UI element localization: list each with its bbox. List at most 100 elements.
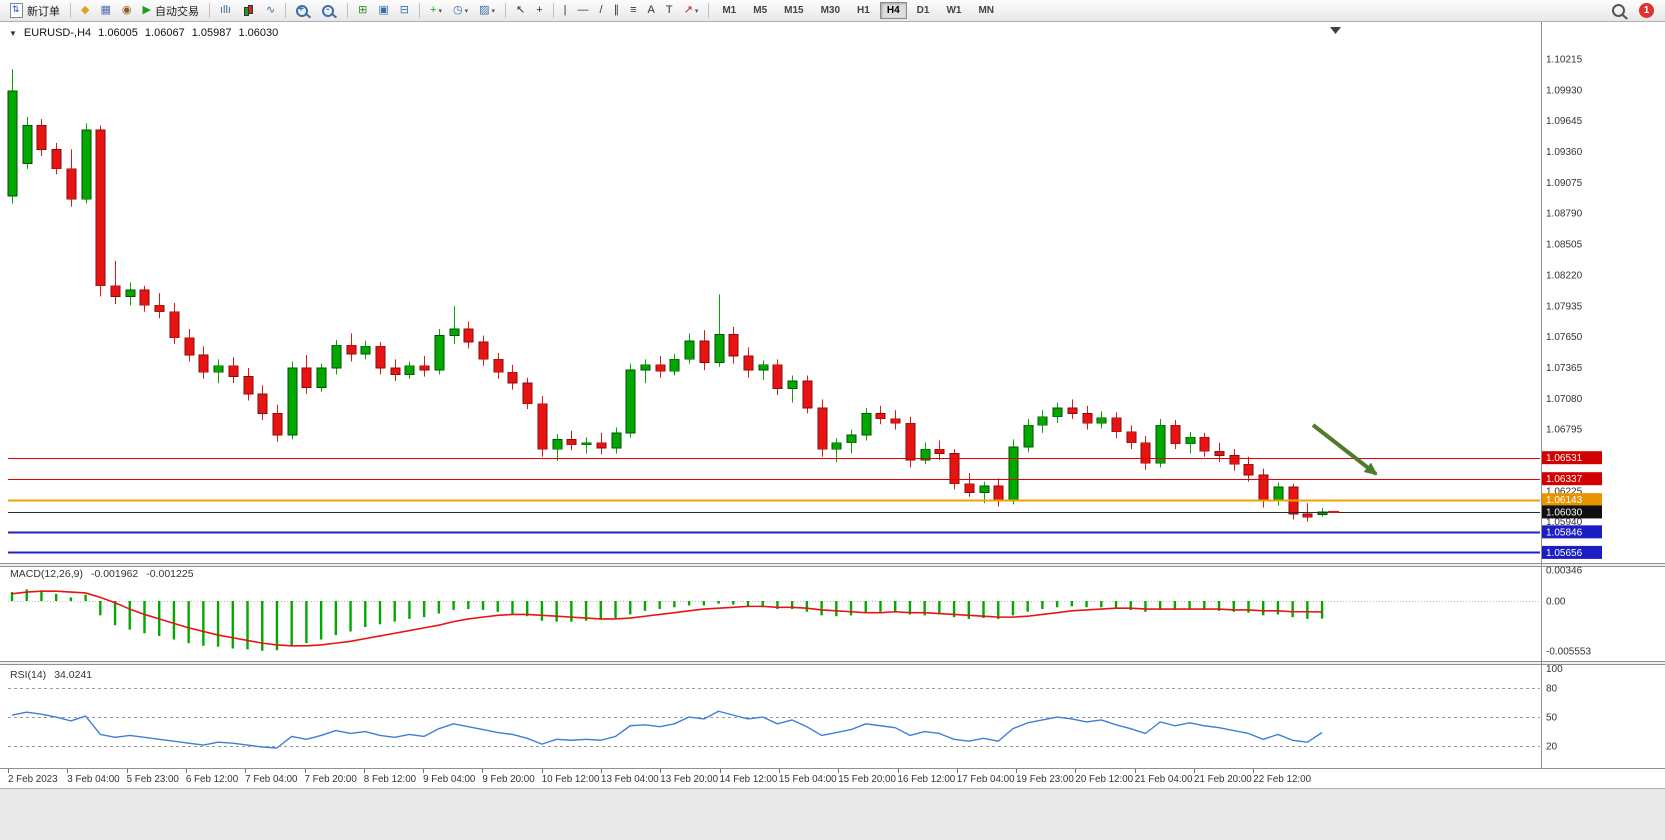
timeframe-d1-button[interactable]: D1 <box>916 5 930 16</box>
candle-body <box>1052 407 1063 418</box>
macd-bar <box>1262 601 1265 616</box>
panel-separator[interactable] <box>0 563 1665 567</box>
ohlc-open: 1.06005 <box>98 27 138 39</box>
zoom-in-button[interactable] <box>291 1 316 21</box>
toolbar-separator <box>419 3 421 18</box>
macd-bar <box>511 601 514 614</box>
new-order-button[interactable]: 新订单 <box>5 1 65 21</box>
macd-bar <box>1100 601 1103 608</box>
label-button[interactable]: T <box>661 1 678 21</box>
candle-body <box>1111 417 1122 433</box>
macd-bar <box>305 601 308 644</box>
indicators-button[interactable]: + ▾ <box>425 1 447 21</box>
macd-bar <box>202 601 205 646</box>
toolbar-separator <box>208 3 210 18</box>
macd-bar <box>290 601 293 646</box>
market-watch-icon: ▦ <box>100 4 111 16</box>
line-chart-button[interactable]: ∿ <box>261 1 280 21</box>
zoom-out-button[interactable] <box>317 1 342 21</box>
macd-bar <box>570 601 573 622</box>
timeframe-mn-button[interactable]: MN <box>978 5 994 16</box>
cursor-button[interactable]: ↖ <box>511 1 530 21</box>
time-axis-label: 22 Feb 12:00 <box>1253 774 1311 785</box>
candle-body <box>81 129 92 200</box>
macd-bar <box>1041 601 1044 610</box>
timeframe-h1-button[interactable]: H1 <box>857 5 870 16</box>
templates-button[interactable]: ▨ ▾ <box>474 1 500 21</box>
macd-axis-label: 0.00346 <box>1546 565 1583 576</box>
macd-bar <box>40 590 43 601</box>
candle-body <box>1243 463 1254 476</box>
auto-scroll-marker[interactable] <box>1330 27 1341 34</box>
candle-body <box>684 340 695 360</box>
time-axis-label: 14 Feb 12:00 <box>720 774 778 785</box>
chart-title: EURUSD-,H4 <box>23 27 92 39</box>
arrange-windows-button[interactable]: ⊟ <box>395 1 414 21</box>
candle-body <box>1023 424 1034 448</box>
support-line-orange-price-label: 1.06143 <box>1546 495 1583 506</box>
macd-bar <box>113 601 117 626</box>
candle-body <box>831 442 842 450</box>
bar-chart-button[interactable]: ıllı <box>215 1 236 21</box>
price-axis-label: 1.08790 <box>1546 209 1583 220</box>
time-axis-label: 13 Feb 04:00 <box>601 774 659 785</box>
rsi-label: RSI(14) 34.0241 <box>10 669 92 681</box>
arrows-button[interactable]: ↗ ▾ <box>679 1 704 21</box>
cascade-windows-icon: ▣ <box>378 4 389 16</box>
macd-bar <box>452 601 455 610</box>
candle-body <box>301 367 312 388</box>
candle-chart-button[interactable] <box>237 1 260 21</box>
options-button[interactable]: ◉ <box>117 1 137 21</box>
timeframe-m30-button[interactable]: M30 <box>820 5 841 16</box>
rsi-axis-label: 100 <box>1546 664 1563 675</box>
tile-windows-button[interactable]: ⊞ <box>353 1 372 21</box>
macd-bar <box>908 601 912 615</box>
panel-separator[interactable] <box>0 661 1665 665</box>
candle-body <box>1037 416 1048 426</box>
candle-body <box>66 168 77 200</box>
candle-body <box>95 129 106 287</box>
search-button[interactable] <box>1607 1 1630 21</box>
candle-body <box>846 434 857 444</box>
macd-bar <box>835 601 838 617</box>
annotation-arrow[interactable] <box>1311 423 1378 476</box>
macd-bar <box>25 589 28 601</box>
options-icon: ◉ <box>121 4 132 16</box>
trendline-button[interactable]: / <box>595 1 608 21</box>
periods-button[interactable]: ◷ ▾ <box>448 1 473 21</box>
macd-bar <box>172 601 176 640</box>
metaeditor-button[interactable]: ◆ <box>76 1 94 21</box>
horizontal-line-button[interactable]: — <box>573 1 594 21</box>
macd-bar <box>1144 601 1147 612</box>
timeframe-m15-button[interactable]: M15 <box>784 5 804 16</box>
chart-canvas[interactable]: 1.10215 1.09930 1.09645 1.09360 1.09075 1.087… <box>0 22 1665 840</box>
market-watch-button[interactable]: ▦ <box>95 1 115 21</box>
cursor-icon: ↖ <box>516 4 526 16</box>
channel-button[interactable]: ∥ <box>609 1 625 21</box>
autotrading-button[interactable]: ▶ 自动交易 <box>137 1 203 21</box>
candle-body <box>640 364 651 371</box>
fibonacci-button[interactable]: ≡ <box>625 1 641 21</box>
text-button[interactable]: A <box>643 1 660 21</box>
macd-bar <box>1085 601 1088 608</box>
crosshair-button[interactable]: + <box>531 1 547 21</box>
macd-bar <box>805 601 809 612</box>
timeframe-h4-button[interactable]: H4 <box>879 2 907 19</box>
notification-badge[interactable]: 1 <box>1639 3 1654 18</box>
candle-body <box>669 358 680 372</box>
timeframe-m1-button[interactable]: M1 <box>722 5 737 16</box>
macd-bar <box>746 601 750 607</box>
candle-body <box>714 334 725 363</box>
vertical-line-button[interactable]: | <box>559 1 572 21</box>
candle-body <box>463 328 474 343</box>
timeframe-m5-button[interactable]: M5 <box>753 5 768 16</box>
cascade-windows-button[interactable]: ▣ <box>373 1 393 21</box>
macd-bar <box>261 601 264 651</box>
price-axis-label: 1.08220 <box>1546 270 1583 281</box>
macd-bar <box>1217 601 1221 611</box>
time-axis-label: 3 Feb 04:00 <box>67 774 120 785</box>
candle-body <box>346 344 357 355</box>
macd-bar <box>481 601 485 610</box>
symbol-collapse-icon[interactable]: ▼ <box>9 28 17 38</box>
timeframe-w1-button[interactable]: W1 <box>946 5 962 16</box>
